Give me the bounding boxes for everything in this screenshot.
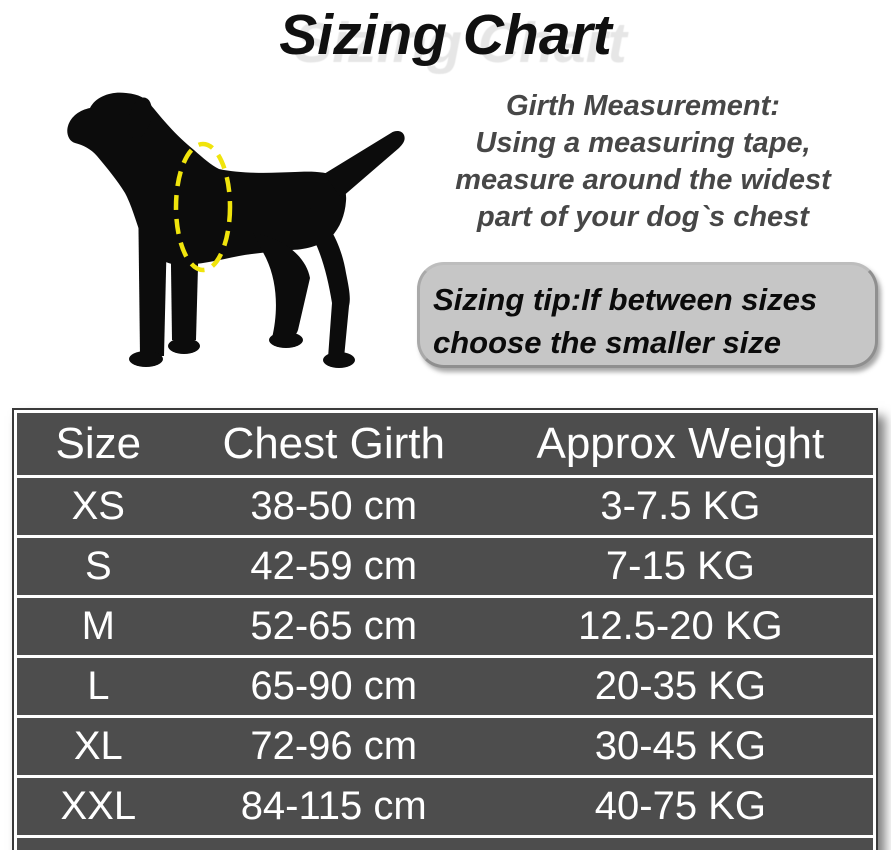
table-row: XS 38-50 cm 3-7.5 KG bbox=[17, 475, 873, 535]
girth-instructions-line: part of your dog`s chest bbox=[477, 201, 809, 233]
dog-front-leg-near bbox=[138, 188, 168, 356]
size-value: M bbox=[81, 604, 115, 648]
dog-front-paw-near bbox=[129, 351, 163, 367]
dog-rear-paw-near bbox=[269, 332, 303, 348]
column-header-size: Size bbox=[55, 419, 142, 468]
chest-girth-value: 38-50 cm bbox=[250, 484, 418, 528]
sizing-tip-line: choose the smaller size bbox=[433, 325, 782, 360]
girth-instructions-line: measure around the widest bbox=[455, 164, 831, 196]
size-chart-table: Size Chest Girth Approx Weight XS 38-50 … bbox=[12, 408, 878, 850]
table-footer-strip bbox=[17, 835, 873, 850]
dog-ear bbox=[128, 97, 152, 139]
table-row: S 42-59 cm 7-15 KG bbox=[17, 535, 873, 595]
chest-girth-value: 52-65 cm bbox=[250, 604, 418, 648]
chest-girth-value: 65-90 cm bbox=[250, 664, 418, 708]
size-chart-table-body: Size Chest Girth Approx Weight XS 38-50 … bbox=[17, 413, 873, 850]
table-header-row: Size Chest Girth Approx Weight bbox=[17, 413, 873, 475]
sizing-tip-line: Sizing tip:If between sizes bbox=[433, 282, 818, 317]
approx-weight-value: 12.5-20 KG bbox=[578, 604, 783, 648]
column-header-chest-girth: Chest Girth bbox=[222, 419, 445, 468]
table-row: L 65-90 cm 20-35 KG bbox=[17, 655, 873, 715]
table-row: XL 72-96 cm 30-45 KG bbox=[17, 715, 873, 775]
girth-instructions-line: Using a measuring tape, bbox=[475, 127, 811, 159]
dog-tail bbox=[324, 130, 405, 198]
chest-girth-value: 72-96 cm bbox=[250, 724, 418, 768]
chest-girth-value: 42-59 cm bbox=[250, 544, 418, 588]
chest-girth-value: 84-115 cm bbox=[240, 784, 427, 828]
dog-silhouette-icon bbox=[67, 92, 405, 368]
dog-body bbox=[67, 92, 347, 265]
approx-weight-value: 3-7.5 KG bbox=[600, 484, 761, 528]
approx-weight-value: 7-15 KG bbox=[605, 544, 755, 588]
dog-rear-leg-near bbox=[253, 233, 310, 338]
column-header-approx-weight: Approx Weight bbox=[536, 419, 825, 468]
size-value: S bbox=[84, 544, 112, 588]
girth-ellipse-icon bbox=[173, 141, 233, 273]
girth-instructions: Girth Measurement: Using a measuring tap… bbox=[408, 88, 878, 236]
size-value: L bbox=[87, 664, 110, 708]
sizing-tip-box: Sizing tip:If between sizes choose the s… bbox=[417, 262, 878, 368]
size-value: XXL bbox=[60, 784, 137, 828]
page-title: Sizing Chart bbox=[279, 3, 612, 67]
table-row: M 52-65 cm 12.5-20 KG bbox=[17, 595, 873, 655]
table-row: XXL 84-115 cm 40-75 KG bbox=[17, 775, 873, 835]
approx-weight-value: 30-45 KG bbox=[594, 724, 766, 768]
approx-weight-value: 40-75 KG bbox=[594, 784, 766, 828]
size-value: XL bbox=[73, 724, 123, 768]
dog-body-shapes bbox=[67, 92, 405, 368]
dog-rear-leg-far bbox=[310, 208, 350, 358]
dog-rear-paw-far bbox=[323, 352, 355, 368]
size-value: XS bbox=[71, 484, 125, 528]
dog-front-paw-far bbox=[168, 338, 200, 354]
girth-instructions-heading: Girth Measurement: bbox=[506, 90, 780, 122]
approx-weight-value: 20-35 KG bbox=[594, 664, 766, 708]
